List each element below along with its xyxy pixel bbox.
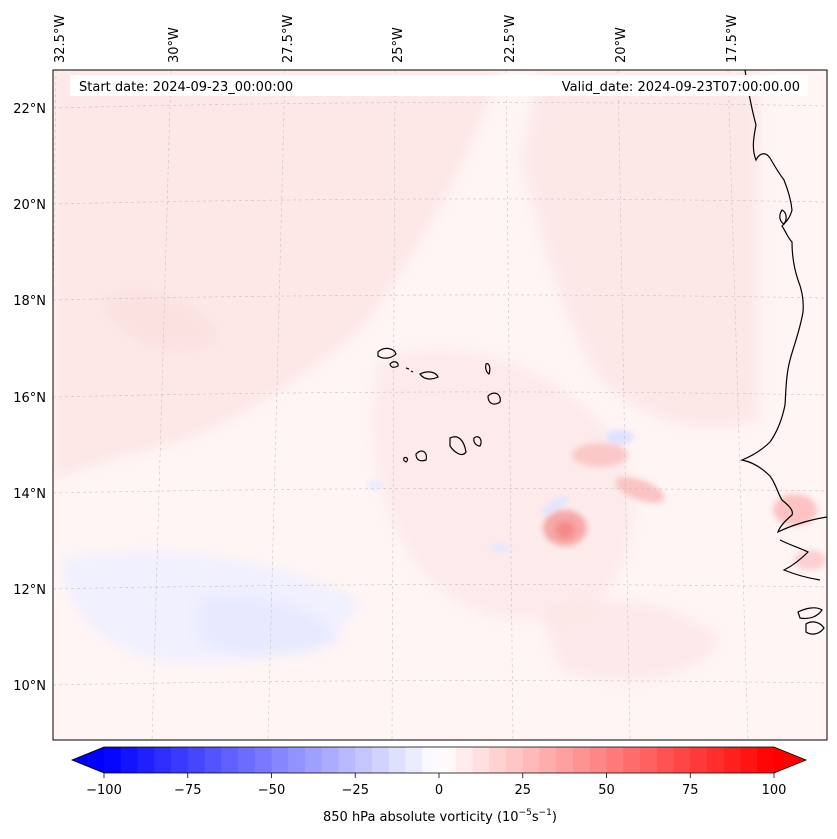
colorbar-cell (522, 747, 540, 773)
colorbar-cell (556, 747, 574, 773)
colorbar: −100 −75 −50 −25 0 25 50 75 100 850 hPa absolute… (70, 746, 808, 825)
header-box (70, 75, 808, 96)
lat-label: 16°N (13, 391, 46, 406)
colorbar-cell (187, 747, 205, 773)
colorbar-tick-label: 75 (682, 783, 699, 798)
gridlines (53, 70, 827, 740)
colorbar-cell (405, 747, 423, 773)
colorbar-cell (740, 747, 758, 773)
colorbar-tick-label: 50 (598, 783, 615, 798)
cape-verde-islands (377, 347, 397, 359)
start-date-label: Start date: 2024-09-23_00:00:00 (79, 80, 293, 95)
colorbar-ticks: −100 −75 −50 −25 0 25 50 75 100 (86, 773, 786, 798)
colorbar-cell (673, 747, 691, 773)
colorbar-cell (338, 747, 356, 773)
colorbar-cell (472, 747, 490, 773)
colorbar-tick-label: 0 (435, 783, 443, 798)
colorbar-tick-label: −100 (86, 783, 122, 798)
colorbar-cell (321, 747, 339, 773)
colorbar-cell (271, 747, 289, 773)
colorbar-cell (238, 747, 256, 773)
colorbar-cell (723, 747, 741, 773)
colorbar-extend-low (72, 747, 104, 773)
lat-label: 12°N (13, 583, 46, 598)
lon-label: 32.5°W (53, 15, 68, 63)
latitude-labels: 22°N 20°N 18°N 16°N 14°N 12°N 10°N (13, 102, 46, 694)
vorticity-map: Start date: 2024-09-23_00:00:00 Valid_da… (53, 70, 827, 740)
colorbar-cell (305, 747, 323, 773)
vorticity-field (53, 70, 760, 680)
colorbar-tick-label: 25 (514, 783, 531, 798)
lon-label: 25°W (391, 27, 406, 63)
colorbar-cell (539, 747, 557, 773)
colorbar-cell (707, 747, 725, 773)
colorbar-cell (489, 747, 507, 773)
lon-label: 20°W (614, 27, 629, 63)
colorbar-cell (372, 747, 390, 773)
lat-label: 22°N (13, 102, 46, 117)
lat-label: 20°N (13, 198, 46, 213)
lon-label: 27.5°W (281, 15, 296, 63)
colorbar-cell (104, 747, 122, 773)
colorbar-cell (506, 747, 524, 773)
colorbar-tick-label: 100 (762, 783, 787, 798)
colorbar-extend-high (774, 747, 806, 773)
colorbar-cell (422, 747, 440, 773)
colorbar-cell (455, 747, 473, 773)
colorbar-cell (439, 747, 457, 773)
valid-date-label: Valid_date: 2024-09-23T07:00:00.00 (562, 80, 800, 95)
longitude-labels: 32.5°W 30°W 27.5°W 25°W 22.5°W 20°W 17.5°W (53, 15, 740, 63)
colorbar-cell (137, 747, 155, 773)
map-frame (52, 69, 828, 741)
colorbar-cell (757, 747, 775, 773)
colorbar-cell (355, 747, 373, 773)
colorbar-cell (288, 747, 306, 773)
lon-label: 30°W (167, 27, 182, 63)
colorbar-cell (573, 747, 591, 773)
colorbar-cell (154, 747, 172, 773)
colorbar-cell (640, 747, 658, 773)
colorbar-cell (690, 747, 708, 773)
colorbar-cell (254, 747, 272, 773)
lat-label: 14°N (13, 487, 46, 502)
lat-label: 10°N (13, 679, 46, 694)
colorbar-cell (589, 747, 607, 773)
colorbar-tick-label: −50 (258, 783, 285, 798)
colorbar-cell (623, 747, 641, 773)
colorbar-cell (606, 747, 624, 773)
colorbar-cell (221, 747, 239, 773)
colorbar-tick-label: −25 (342, 783, 369, 798)
colorbar-cell (388, 747, 406, 773)
colorbar-cell (120, 747, 138, 773)
colorbar-tick-label: −75 (174, 783, 201, 798)
coastlines (377, 70, 827, 635)
colorbar-cell (204, 747, 222, 773)
lon-label: 22.5°W (503, 15, 518, 63)
africa-coastline (739, 70, 827, 534)
lon-label: 17.5°W (725, 15, 740, 63)
colorbar-cell (171, 747, 189, 773)
colorbar-label: 850 hPa absolute vorticity (10−5s−1) (323, 808, 557, 825)
lat-label: 18°N (13, 294, 46, 309)
colorbar-cell (656, 747, 674, 773)
